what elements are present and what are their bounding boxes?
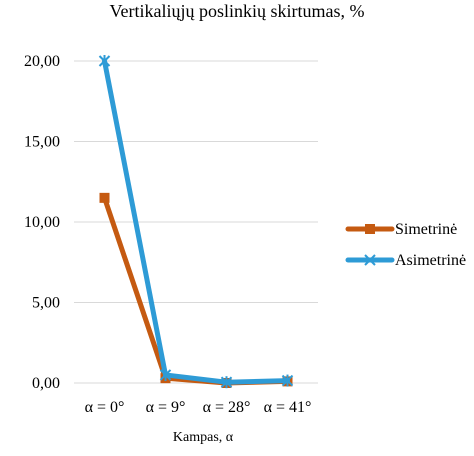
- x-tick-label-0: α = 0°: [85, 399, 125, 416]
- legend-label-simetrin-: Simetrinė: [395, 221, 457, 238]
- y-tick-labels: 0,00 5,00 10,00 15,00 20,00: [24, 53, 60, 392]
- y-tick-label-1: 5,00: [32, 295, 60, 312]
- y-tick-label-0: 0,00: [32, 375, 60, 392]
- x-tick-label-3: α = 41°: [264, 399, 312, 416]
- point-asimetrin--0: [98, 55, 111, 67]
- y-tick-label-4: 20,00: [24, 53, 60, 70]
- legend-label-asimetrin-: Asimetrinė: [395, 252, 466, 269]
- series-line-simetrin-: [102, 195, 290, 386]
- legend-marker-simetrin-: [365, 224, 375, 234]
- x-axis-title: Kampas, α: [173, 430, 234, 445]
- y-tick-label-2: 10,00: [24, 214, 60, 231]
- point-asimetrin--2: [220, 376, 233, 389]
- legend-marker-asimetrin-: [364, 254, 376, 266]
- point-asimetrin--1: [159, 368, 172, 381]
- point-simetrin--0: [99, 192, 110, 203]
- series-layer: [98, 55, 294, 389]
- x-tick-labels: α = 0° α = 9° α = 28° α = 41°: [85, 399, 312, 416]
- chart-title: Vertikaliųjų poslinkių skirtumas, %: [110, 1, 365, 21]
- y-tick-label-3: 15,00: [24, 134, 60, 151]
- point-asimetrin--3: [281, 374, 294, 387]
- x-tick-label-2: α = 28°: [203, 399, 251, 416]
- x-tick-label-1: α = 9°: [146, 399, 186, 416]
- legend: Simetrinė Asimetrinė: [345, 221, 466, 269]
- series-line-asimetrin-: [102, 58, 290, 385]
